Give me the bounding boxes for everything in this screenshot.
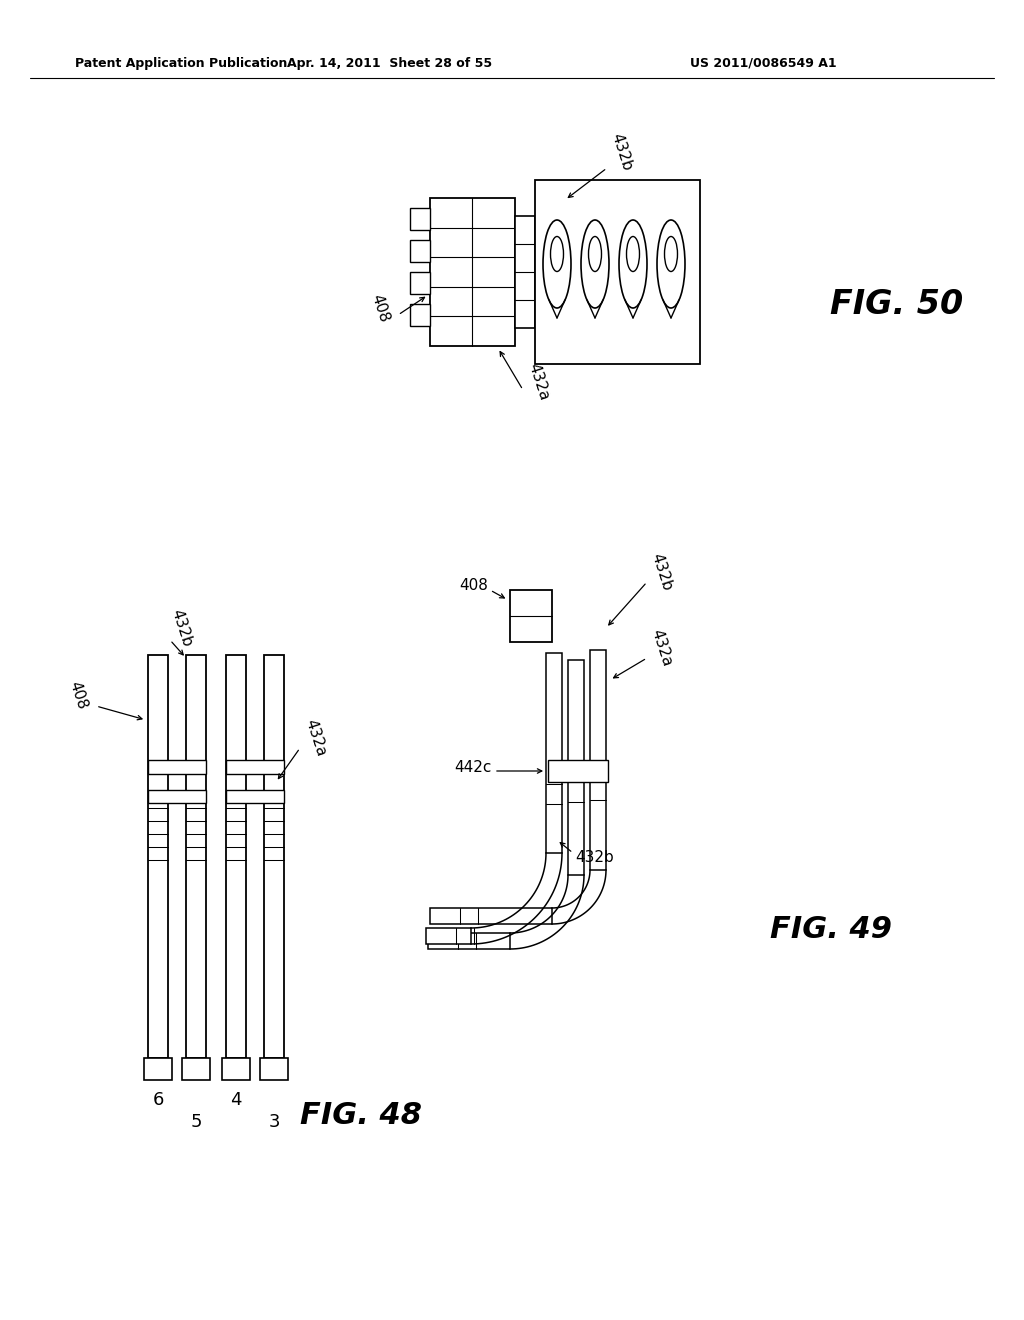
Bar [222,1059,250,1080]
Ellipse shape [589,236,601,272]
Bar [548,760,608,781]
Bar [426,928,471,944]
Ellipse shape [543,220,571,308]
Text: 442c: 442c [455,760,492,776]
Bar [590,649,606,870]
Bar [510,590,552,642]
Bar [568,660,584,875]
Bar [186,655,206,1059]
Ellipse shape [665,236,678,272]
Bar [144,1059,172,1080]
Bar [410,240,430,261]
Text: 408: 408 [67,678,90,711]
Bar [148,655,168,1059]
Text: 432a: 432a [648,627,674,668]
Bar [410,272,430,294]
Ellipse shape [657,220,685,308]
Text: 432b: 432b [608,131,634,173]
Bar [260,1059,288,1080]
Text: US 2011/0086549 A1: US 2011/0086549 A1 [690,57,837,70]
Text: FIG. 48: FIG. 48 [300,1101,422,1130]
Text: 432b: 432b [648,552,674,593]
Bar [515,216,535,327]
Ellipse shape [627,236,640,272]
Bar [428,933,510,949]
Bar [182,1059,210,1080]
Bar [148,789,206,803]
Text: 432a: 432a [525,362,551,403]
Text: 4: 4 [230,1092,242,1109]
Text: 408: 408 [369,292,392,323]
Text: 432b: 432b [168,607,195,648]
Ellipse shape [618,220,647,308]
Text: Apr. 14, 2011  Sheet 28 of 55: Apr. 14, 2011 Sheet 28 of 55 [288,57,493,70]
Bar [264,655,284,1059]
Text: FIG. 49: FIG. 49 [770,916,892,945]
Bar [226,655,246,1059]
Bar [430,198,515,346]
Bar [430,908,552,924]
Bar [410,304,430,326]
Ellipse shape [551,236,563,272]
Bar [148,760,206,774]
Bar [546,653,562,853]
Bar [226,789,284,803]
Text: 432a: 432a [302,718,328,759]
Text: 432b: 432b [575,850,613,866]
Text: 3: 3 [268,1113,280,1131]
Text: FIG. 50: FIG. 50 [830,289,964,322]
Text: Patent Application Publication: Patent Application Publication [75,57,288,70]
Bar [535,180,700,364]
Bar [410,209,430,230]
Text: 5: 5 [190,1113,202,1131]
Bar [226,760,284,774]
Ellipse shape [581,220,609,308]
Text: 6: 6 [153,1092,164,1109]
Text: 408: 408 [459,578,488,593]
